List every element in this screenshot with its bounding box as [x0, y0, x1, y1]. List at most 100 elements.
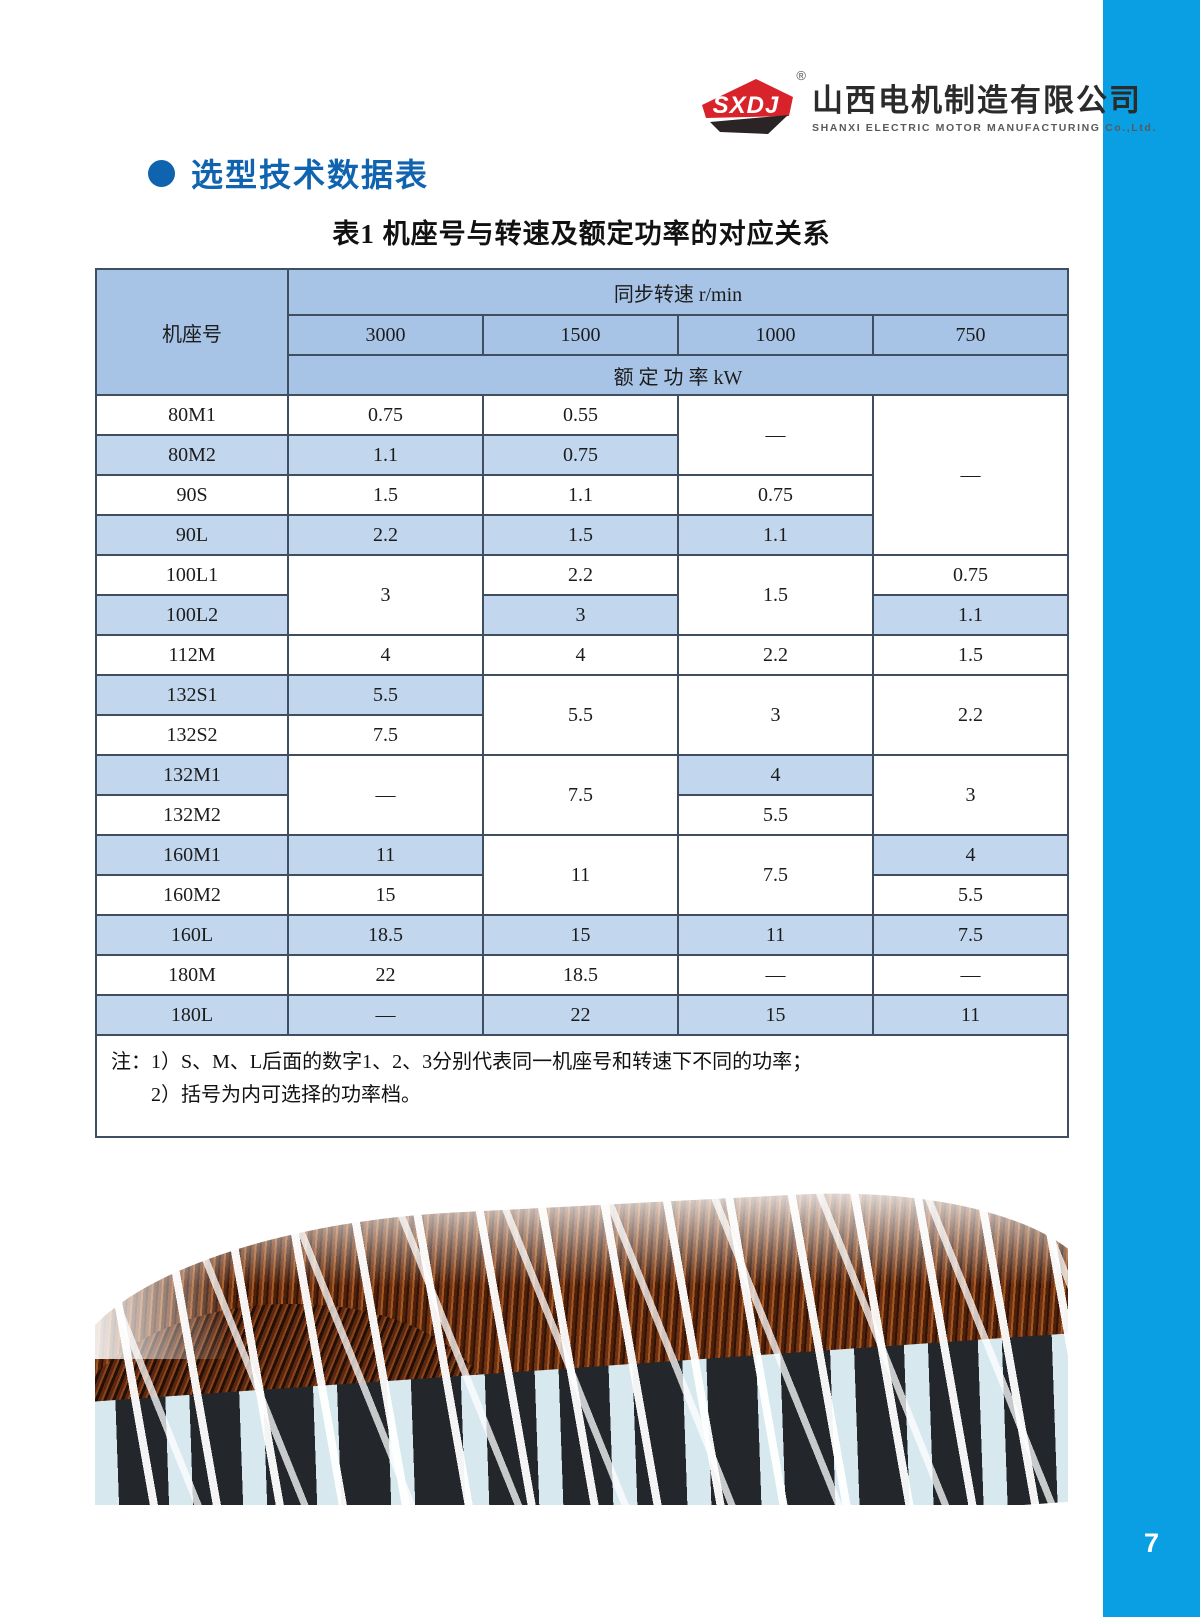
frame-size-cell: 100L2	[95, 594, 289, 636]
page-side-band	[1103, 0, 1200, 1617]
table-row: 180L —22 15 11	[95, 994, 1070, 1036]
power-cell: 2.2	[871, 674, 1070, 756]
frame-size-cell: 132M2	[95, 794, 289, 836]
power-cell: 11	[287, 834, 484, 876]
frame-size-cell: 80M1	[95, 394, 289, 436]
power-cell: 1.1	[871, 594, 1070, 636]
power-cell: 2.2	[287, 514, 484, 556]
power-cell: 11	[482, 834, 679, 916]
page-number: 7	[1143, 1528, 1160, 1558]
power-cell: 18.5	[287, 914, 484, 956]
table-row: 100L2 3 1.1	[95, 594, 1070, 636]
power-cell: 2.2	[677, 634, 874, 676]
frame-size-cell: 132S1	[95, 674, 289, 716]
frame-size-cell: 132M1	[95, 754, 289, 796]
frame-size-cell: 80M2	[95, 434, 289, 476]
power-cell: 7.5	[482, 754, 679, 836]
power-cell: —	[871, 394, 1070, 556]
header-speed-1000: 1000	[677, 314, 874, 356]
company-name-block: 山西电机制造有限公司 SHANXI ELECTRIC MOTOR MANUFAC…	[812, 72, 1157, 134]
power-cell: 11	[677, 914, 874, 956]
header-speed-3000: 3000	[287, 314, 484, 356]
power-cell: 3	[871, 754, 1070, 836]
registered-trademark-icon: ®	[796, 68, 806, 83]
frame-size-cell: 112M	[95, 634, 289, 676]
photo-fade	[95, 1140, 232, 1359]
power-cell: 18.5	[482, 954, 679, 996]
company-name-cn: 山西电机制造有限公司	[812, 83, 1142, 118]
power-cell: 15	[287, 874, 484, 916]
company-logo: SXDJ ® 山西电机制造有限公司 SHANXI ELECTRIC MOTOR …	[698, 68, 1157, 140]
power-cell: 0.75	[287, 394, 484, 436]
power-cell: 1.1	[287, 434, 484, 476]
table-row: 80M1 0.75 0.55— —	[95, 394, 1070, 556]
header-speed-1500: 1500	[482, 314, 679, 356]
power-cell: 1.1	[677, 514, 874, 556]
stator-winding-photo	[95, 1140, 1068, 1505]
frame-size-cell: 90S	[95, 474, 289, 516]
sxdj-logo-icon: SXDJ ®	[698, 68, 806, 140]
power-cell: 7.5	[677, 834, 874, 916]
power-cell: 15	[677, 994, 874, 1036]
power-cell: 1.1	[482, 474, 679, 516]
power-cell: 7.5	[287, 714, 484, 756]
frame-size-cell: 160M1	[95, 834, 289, 876]
table-row: 132M1—7.5 4 3	[95, 754, 1070, 836]
power-cell: 15	[482, 914, 679, 956]
header-speed-750: 750	[871, 314, 1070, 356]
power-cell: 4	[871, 834, 1070, 876]
frame-size-cell: 90L	[95, 514, 289, 556]
note-line-2: 2）括号为内可选择的功率档。	[151, 1084, 421, 1106]
table-row: 180M 22 18.5— —	[95, 954, 1070, 996]
power-cell: 5.5	[871, 874, 1070, 916]
power-cell: 0.75	[482, 434, 679, 476]
power-cell: 5.5	[287, 674, 484, 716]
power-cell: 5.5	[482, 674, 679, 756]
company-name-en: SHANXI ELECTRIC MOTOR MANUFACTURING Co.,…	[812, 122, 1157, 135]
table-row: 132M2 5.5	[95, 794, 1068, 836]
power-cell: 0.55	[482, 394, 679, 436]
section-title: 选型技术数据表	[191, 157, 430, 193]
table-row: 90S 1.5 1.1 0.75	[95, 474, 1068, 516]
frame-size-cell: 100L1	[95, 554, 289, 596]
power-cell: 5.5	[677, 794, 874, 836]
note-line-1: 注：1）S、M、L后面的数字1、2、3分别代表同一机座号和转速下不同的功率；	[111, 1051, 813, 1073]
frame-size-cell: 180L	[95, 994, 289, 1036]
table-caption: 表1 机座号与转速及额定功率的对应关系	[332, 219, 831, 249]
power-cell: 1.5	[677, 554, 874, 636]
header-frame-size: 机座号	[95, 268, 289, 396]
spec-table: 机座号 同步转速 r/min 3000 1500 1000 750 额 定 功 …	[94, 268, 1070, 1138]
power-cell: 22	[287, 954, 484, 996]
power-cell: 7.5	[871, 914, 1070, 956]
table-notes: 注：1）S、M、L后面的数字1、2、3分别代表同一机座号和转速下不同的功率； 2…	[94, 1034, 1070, 1138]
frame-size-cell: 160M2	[95, 874, 289, 916]
table-row: 80M2 1.1 0.75	[95, 434, 1068, 476]
power-cell: 3	[482, 594, 679, 636]
table-row: 160M1 11 11 7.5 4	[95, 834, 1070, 916]
power-cell: 4	[287, 634, 484, 676]
power-cell: 3	[287, 554, 484, 636]
table-row: 132S1 5.5 5.5 3 2.2	[95, 674, 1070, 756]
power-cell: —	[287, 994, 484, 1036]
frame-size-cell: 160L	[95, 914, 289, 956]
power-cell: 4	[677, 754, 874, 796]
table-row: 160L 18.5 15 11 7.5	[95, 914, 1070, 956]
power-cell: 1.5	[482, 514, 679, 556]
power-cell: —	[677, 394, 874, 476]
table-row: 160M2 15 5.5	[95, 874, 1070, 916]
header-rated-power: 额 定 功 率 kW	[286, 354, 1070, 396]
power-cell: 0.75	[677, 474, 874, 516]
power-cell: 1.5	[287, 474, 484, 516]
power-cell: —	[677, 954, 874, 996]
section-heading: 选型技术数据表	[148, 150, 429, 196]
table-row: 100L1 3 2.2 1.5 0.75	[95, 554, 1070, 636]
power-cell: 3	[677, 674, 874, 756]
header-sync-speed: 同步转速 r/min	[286, 268, 1070, 316]
frame-size-cell: 180M	[95, 954, 289, 996]
bullet-icon	[148, 159, 175, 187]
table-row: 132S2 7.5	[95, 714, 1068, 756]
power-cell: 2.2	[482, 554, 679, 596]
power-cell: —	[287, 754, 484, 836]
table-body: 80M1 0.75 0.55— —80M2 1.1 0.75 90S 1.5 1.1 0.75 90…	[95, 394, 1070, 1036]
power-cell: 22	[482, 994, 679, 1036]
